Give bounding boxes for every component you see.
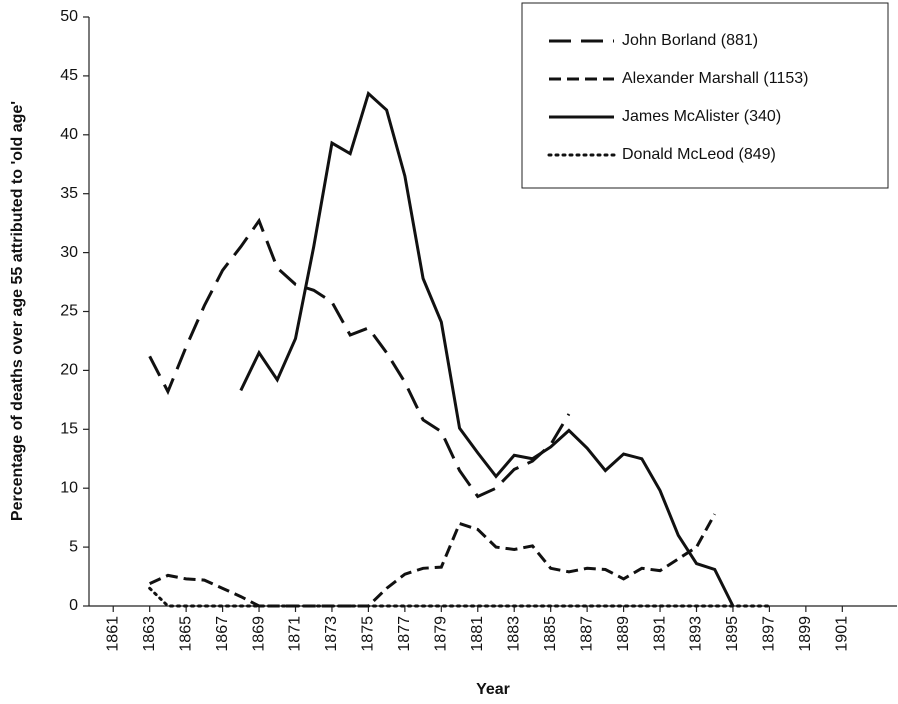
x-tick-label: 1891 (651, 616, 668, 652)
legend-label: Donald McLeod (849) (622, 146, 776, 163)
x-tick-label: 1899 (797, 616, 814, 652)
y-tick-label: 40 (60, 126, 78, 143)
legend-label: John Borland (881) (622, 32, 758, 49)
legend-box (521, 2, 889, 189)
x-tick-label: 1875 (360, 616, 377, 652)
y-tick-label: 0 (69, 597, 78, 614)
legend-label: Alexander Marshall (1153) (622, 70, 808, 87)
y-tick-label: 45 (60, 67, 78, 84)
y-tick-label: 35 (60, 185, 78, 202)
x-tick-label: 1897 (761, 616, 778, 652)
x-tick-label: 1881 (469, 616, 486, 652)
series-line (148, 217, 571, 499)
x-tick-label: 1885 (542, 616, 559, 652)
y-tick-label: 20 (60, 362, 78, 379)
series-line (149, 513, 717, 608)
x-tick-label: 1887 (578, 616, 595, 652)
y-tick-label: 10 (60, 479, 78, 496)
series-line (239, 90, 735, 607)
x-tick-label: 1879 (433, 616, 450, 652)
x-tick-label: 1895 (724, 616, 741, 652)
x-tick-label: 1863 (141, 616, 158, 652)
series-line (148, 586, 771, 608)
x-tick-label: 1871 (287, 616, 304, 652)
x-tick-label: 1889 (615, 616, 632, 652)
y-tick-label: 5 (69, 538, 78, 555)
x-tick-label: 1861 (104, 616, 121, 652)
x-tick-label: 1893 (688, 616, 705, 652)
x-tick-label: 1865 (177, 616, 194, 652)
x-tick-label: 1873 (323, 616, 340, 652)
x-tick-label: 1877 (396, 616, 413, 652)
x-tick-label: 1867 (214, 616, 231, 652)
y-tick-label: 30 (60, 244, 78, 261)
y-tick-label: 15 (60, 421, 78, 438)
x-tick-label: 1869 (250, 616, 267, 652)
legend-label: James McAlister (340) (622, 108, 781, 125)
x-axis-label: Year (476, 681, 510, 698)
y-tick-label: 50 (60, 8, 78, 25)
x-tick-label: 1883 (505, 616, 522, 652)
x-tick-label: 1901 (834, 616, 851, 652)
y-axis-label: Percentage of deaths over age 55 attribu… (9, 101, 26, 521)
y-tick-label: 25 (60, 303, 78, 320)
